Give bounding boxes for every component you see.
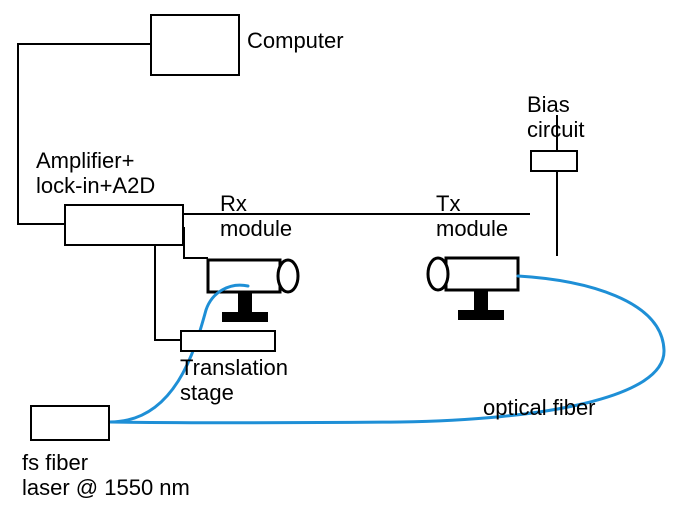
tx-label: Tx module	[436, 191, 508, 242]
amplifier-box	[64, 204, 184, 246]
wire-amp-rx	[184, 227, 208, 258]
bias-box	[530, 150, 578, 172]
translation-stage-box	[180, 330, 276, 352]
rx-base	[222, 312, 268, 322]
rx-post	[238, 292, 252, 312]
rx-module-shape	[208, 260, 298, 322]
laser-label: fs fiber laser @ 1550 nm	[22, 450, 190, 501]
bias-label: Bias circuit	[527, 92, 584, 143]
tx-module-shape	[428, 258, 518, 320]
fiber-label: optical fiber	[483, 395, 596, 420]
tx-body	[446, 258, 518, 290]
wire-amp-trans	[155, 246, 180, 340]
rx-lens	[278, 260, 298, 292]
rx-body	[208, 260, 280, 292]
amp-label: Amplifier+ lock-in+A2D	[36, 148, 155, 199]
laser-box	[30, 405, 110, 441]
rx-label: Rx module	[220, 191, 292, 242]
tx-lens	[428, 258, 448, 290]
trans-label: Translation stage	[180, 355, 288, 406]
computer-box	[150, 14, 240, 76]
tx-post	[474, 290, 488, 310]
diagram-stage: Computer Bias circuit Amplifier+ lock-in…	[0, 0, 700, 506]
tx-base	[458, 310, 504, 320]
computer-label: Computer	[247, 28, 344, 53]
